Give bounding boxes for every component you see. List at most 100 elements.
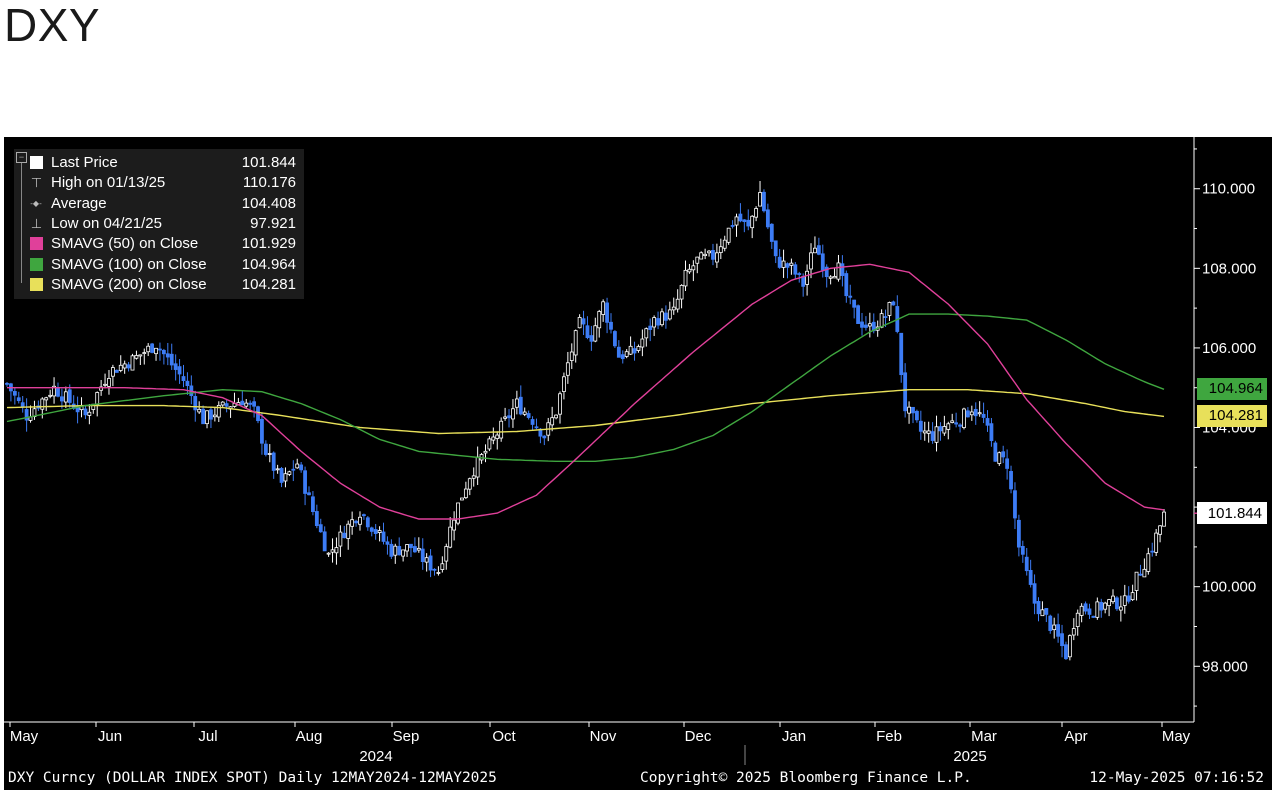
legend-label: SMAVG (100) on Close xyxy=(51,255,207,273)
candle-body xyxy=(1067,635,1072,658)
sma100-line xyxy=(6,313,1165,462)
candle-body xyxy=(797,273,802,275)
candle-body xyxy=(754,208,759,218)
candle-body xyxy=(412,546,417,553)
candle-body xyxy=(675,298,680,310)
candle-body xyxy=(565,362,570,376)
candle-body xyxy=(946,423,951,430)
candle-body xyxy=(405,544,409,552)
x-month-label: May xyxy=(9,728,39,745)
candle-body xyxy=(958,424,962,427)
candle-body xyxy=(589,335,594,342)
candle-body xyxy=(507,415,511,419)
candle-body xyxy=(922,430,927,434)
legend-label: High on 01/13/25 xyxy=(51,174,166,192)
candle-body xyxy=(856,305,860,324)
candle-body xyxy=(687,268,692,273)
candle-body xyxy=(636,346,641,351)
candle-body xyxy=(738,213,743,222)
legend-label: Average xyxy=(51,194,107,212)
candle-body xyxy=(581,318,586,325)
candle-body xyxy=(122,363,127,369)
candle-body xyxy=(24,409,29,421)
candle-body xyxy=(789,262,794,266)
x-month-label: Nov xyxy=(589,728,617,745)
candle-body xyxy=(20,402,25,408)
candle-body xyxy=(358,516,362,525)
candle-body xyxy=(777,256,782,268)
candle-body xyxy=(652,317,657,328)
page-title: DXY xyxy=(4,0,101,51)
candle-body xyxy=(832,276,837,279)
candle-body xyxy=(291,468,296,471)
candle-body xyxy=(311,496,315,513)
candle-body xyxy=(769,223,774,242)
candle-body xyxy=(40,398,45,410)
candle-body xyxy=(514,398,519,408)
candle-body xyxy=(836,262,841,280)
legend-value: 104.281 xyxy=(241,275,296,293)
candle-body xyxy=(126,364,131,369)
candle-body xyxy=(428,555,433,571)
candle-body xyxy=(1087,608,1092,615)
candle-body xyxy=(240,400,245,406)
candle-body xyxy=(342,532,347,539)
candle-body xyxy=(526,413,531,418)
candle-body xyxy=(867,323,872,327)
candle-body xyxy=(460,497,464,501)
candle-body xyxy=(887,302,892,316)
candle-body xyxy=(985,418,990,426)
candle-body xyxy=(1130,592,1135,601)
legend-value: 110.176 xyxy=(242,174,296,192)
candle-body xyxy=(656,318,660,326)
legend-row: -◆- Average 104.408 xyxy=(14,194,304,214)
chart-frame[interactable]: 98.000100.000102.000104.000106.000108.00… xyxy=(4,137,1272,790)
candle-body xyxy=(330,549,335,553)
candle-body xyxy=(530,419,535,425)
candle-body xyxy=(1134,571,1139,591)
candle-body xyxy=(67,389,72,403)
candle-body xyxy=(1083,603,1088,612)
legend-row: SMAVG (200) on Close 104.281 xyxy=(14,275,304,295)
candle-body xyxy=(248,402,253,405)
candle-body xyxy=(718,246,723,253)
candle-body xyxy=(844,273,849,297)
candle-body xyxy=(907,406,911,414)
candle-body xyxy=(44,397,49,401)
candle-body xyxy=(244,402,249,407)
candle-body xyxy=(448,526,453,548)
candle-body xyxy=(487,438,492,450)
candle-body xyxy=(722,239,727,249)
candle-body xyxy=(1005,458,1010,469)
candle-body xyxy=(667,309,672,320)
candle-body xyxy=(397,546,402,556)
x-month-label: Mar xyxy=(971,728,997,745)
candle-body xyxy=(271,452,276,471)
candle-body xyxy=(260,418,264,444)
chart-legend: − Last Price 101.844 ⊤ High on 01/13/25 110.… xyxy=(14,149,304,299)
candle-body xyxy=(848,295,853,298)
candle-body xyxy=(742,219,747,223)
candle-body xyxy=(860,321,864,328)
candle-body xyxy=(1111,595,1115,603)
candle-body xyxy=(456,502,460,524)
candle-body xyxy=(1162,511,1166,527)
candle-body xyxy=(805,270,809,285)
candle-body xyxy=(393,545,398,556)
x-month-label: Oct xyxy=(492,728,516,745)
chart-plot[interactable]: 98.000100.000102.000104.000106.000108.00… xyxy=(4,137,1272,790)
x-month-label: Feb xyxy=(876,728,902,745)
x-month-label: May xyxy=(1161,728,1191,745)
candle-body xyxy=(130,355,135,371)
legend-collapse-icon[interactable]: − xyxy=(16,152,27,163)
candle-body xyxy=(432,568,437,571)
candle-body xyxy=(840,263,845,276)
average-marker-icon: -◆- xyxy=(30,198,42,208)
x-month-label: Aug xyxy=(295,728,323,745)
candle-body xyxy=(562,376,566,392)
candle-body xyxy=(730,225,735,227)
candle-body xyxy=(613,331,617,347)
candle-body xyxy=(1028,569,1033,585)
candle-body xyxy=(813,247,817,254)
candle-body xyxy=(354,520,358,524)
